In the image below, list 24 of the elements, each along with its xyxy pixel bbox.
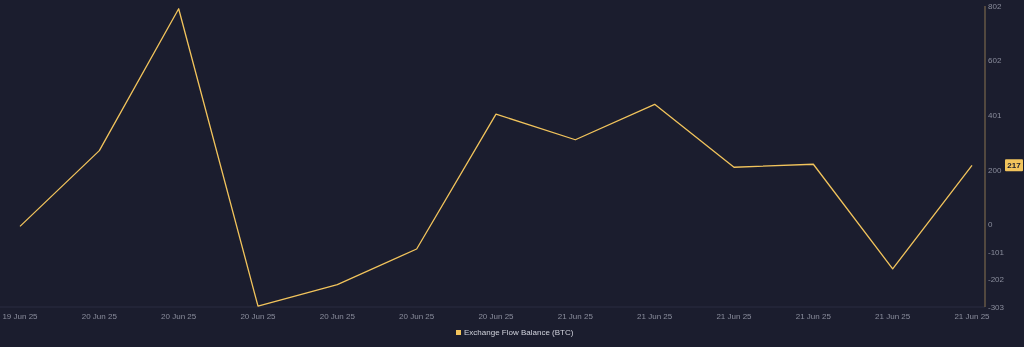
y-tick-label: 200 bbox=[988, 165, 1002, 175]
x-tick-label: 21 Jun 25 bbox=[716, 311, 753, 321]
y-tick-label: -303 bbox=[988, 302, 1005, 312]
x-tick-label: 20 Jun 25 bbox=[161, 311, 197, 321]
x-tick-label: 20 Jun 25 bbox=[399, 311, 435, 321]
x-tick-label: 20 Jun 25 bbox=[81, 311, 118, 321]
x-tick-label: 21 Jun 25 bbox=[557, 311, 594, 321]
x-tick-label: 20 Jun 25 bbox=[240, 311, 277, 321]
y-tick-label: -101 bbox=[988, 247, 1005, 257]
y-tick-label: 401 bbox=[988, 111, 1002, 121]
x-tick-label: 20 Jun 25 bbox=[478, 311, 515, 321]
y-tick-label: 602 bbox=[988, 56, 1002, 66]
x-tick-label: 21 Jun 25 bbox=[795, 311, 832, 321]
x-tick-label: 21 Jun 25 bbox=[875, 311, 911, 321]
legend-label: Exchange Flow Balance (BTC) bbox=[464, 328, 574, 338]
x-tick-label: 21 Jun 25 bbox=[637, 311, 673, 321]
x-tick-label: 20 Jun 25 bbox=[319, 311, 356, 321]
y-tick-label: 802 bbox=[988, 1, 1002, 11]
x-tick-label: 19 Jun 25 bbox=[2, 311, 39, 321]
y-tick-label: -202 bbox=[988, 275, 1005, 285]
line-series bbox=[19, 8, 973, 307]
x-tick-label: 21 Jun 25 bbox=[954, 311, 991, 321]
text: 217 bbox=[1007, 161, 1022, 171]
y-tick-label: 0 bbox=[988, 220, 993, 230]
